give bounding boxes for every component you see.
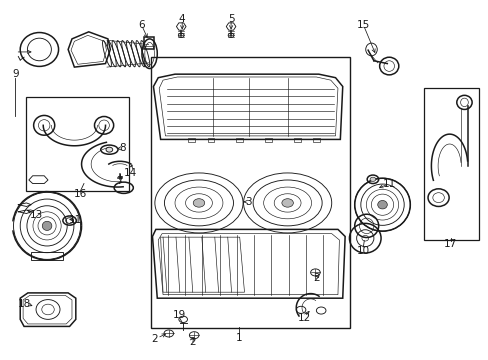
Text: 1: 1	[235, 333, 242, 343]
Bar	[236, 138, 243, 142]
Text: 11: 11	[382, 179, 395, 189]
Bar	[31, 252, 63, 260]
Text: 7: 7	[116, 176, 123, 186]
Bar	[264, 138, 271, 142]
Text: 15: 15	[356, 20, 369, 30]
Text: 11: 11	[69, 215, 82, 225]
Text: 9: 9	[12, 69, 19, 79]
Bar	[26, 97, 129, 190]
Text: 8: 8	[119, 143, 126, 153]
Text: 12: 12	[297, 313, 310, 323]
Text: 2: 2	[151, 334, 158, 345]
Bar	[188, 138, 195, 142]
Text: 14: 14	[123, 168, 137, 178]
Bar	[143, 37, 154, 49]
Text: 17: 17	[443, 239, 456, 249]
Text: 19: 19	[173, 310, 186, 320]
Text: 16: 16	[74, 189, 87, 199]
Ellipse shape	[193, 199, 204, 207]
Text: 3: 3	[244, 197, 251, 207]
Text: 5: 5	[227, 14, 234, 24]
Ellipse shape	[42, 221, 52, 230]
Bar	[312, 138, 319, 142]
Bar	[151, 57, 349, 328]
Bar	[293, 138, 300, 142]
Ellipse shape	[377, 201, 386, 209]
Ellipse shape	[281, 199, 293, 207]
Bar	[424, 88, 478, 240]
Text: 2: 2	[312, 273, 319, 283]
Ellipse shape	[106, 147, 112, 152]
Text: 4: 4	[179, 14, 185, 24]
Ellipse shape	[369, 177, 375, 181]
Text: 13: 13	[29, 210, 42, 220]
Text: 2: 2	[189, 337, 196, 347]
Text: 10: 10	[356, 246, 369, 256]
Text: 6: 6	[138, 20, 144, 30]
Text: 18: 18	[18, 299, 31, 309]
Bar	[207, 138, 214, 142]
